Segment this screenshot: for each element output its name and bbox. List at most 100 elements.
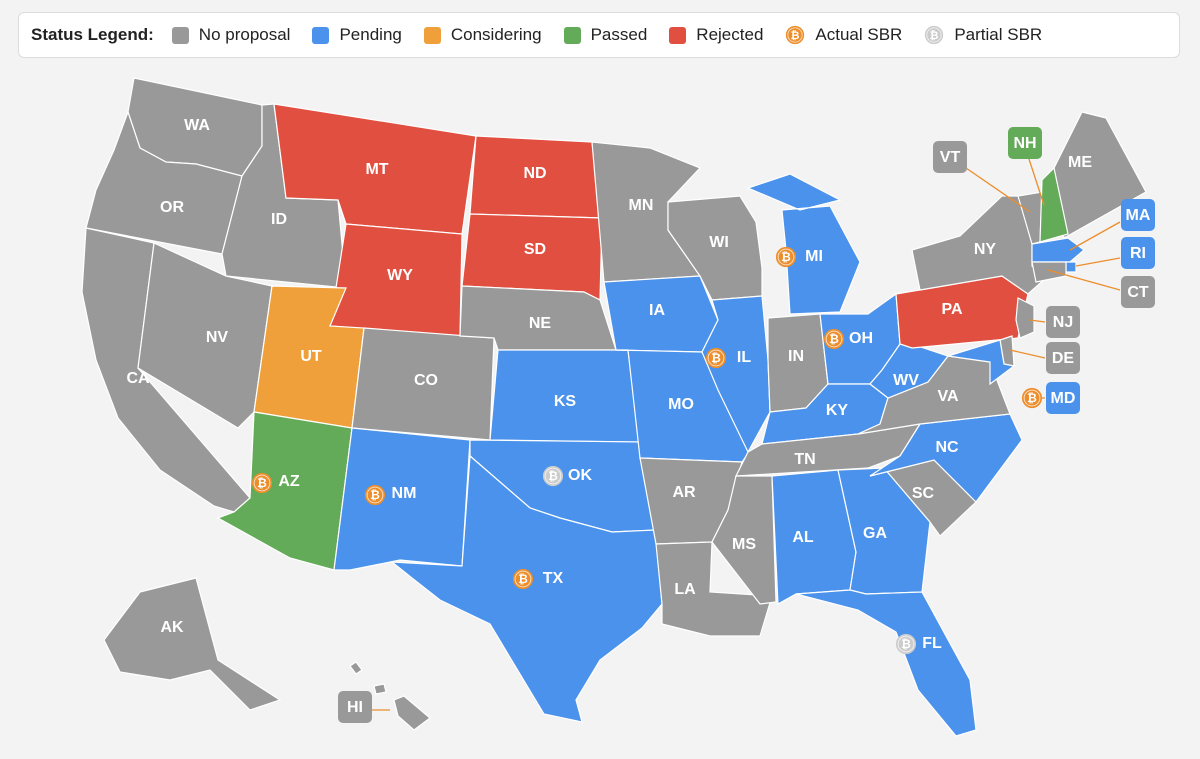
state-label-vt: VT [940, 149, 961, 166]
bitcoin-icon: ₿ [785, 25, 805, 45]
leader-line-ri [1075, 257, 1121, 267]
state-label-la: LA [674, 581, 696, 598]
state-label-ak: AK [160, 619, 184, 636]
legend-label: Rejected [696, 25, 764, 44]
legend-label: Considering [450, 25, 542, 44]
legend-item-partial: ₿ Partial SBR [924, 25, 1042, 45]
state-la[interactable] [655, 541, 773, 637]
legend-swatch-pending [312, 26, 330, 44]
state-label-wi: WI [709, 234, 729, 251]
state-label-de: DE [1052, 350, 1075, 367]
state-label-il: IL [737, 349, 751, 366]
callout-leaders [372, 155, 1121, 711]
svg-text:₿: ₿ [518, 572, 528, 586]
bitcoin-icon: ₿ [775, 246, 797, 268]
legend-label: Partial SBR [954, 25, 1043, 44]
state-label-or: OR [160, 199, 184, 216]
legend-title: Status Legend: [31, 25, 154, 44]
state-label-tx: TX [543, 570, 564, 587]
state-mi[interactable] [746, 173, 861, 315]
state-ma[interactable] [1031, 237, 1085, 263]
leader-line-nh [1027, 155, 1045, 206]
state-label-ms: MS [732, 536, 756, 553]
state-label-ma: MA [1126, 207, 1151, 224]
leader-line-vt [965, 167, 1031, 213]
leader-line-ct [1047, 269, 1121, 291]
leader-line-ma [1069, 221, 1121, 251]
svg-text:₿: ₿ [370, 488, 380, 502]
state-fl[interactable] [795, 589, 977, 737]
state-label-oh: OH [849, 330, 873, 347]
state-label-al: AL [792, 529, 814, 546]
state-label-ia: IA [649, 302, 665, 319]
state-md[interactable] [947, 339, 1016, 386]
bitcoin-icon: ₿ [542, 465, 564, 487]
state-label-nc: NC [935, 439, 959, 456]
state-label-az: AZ [278, 473, 300, 490]
state-label-wa: WA [184, 117, 210, 134]
legend-item-considering: Considering [423, 25, 542, 45]
state-label-tn: TN [794, 451, 815, 468]
state-label-ut: UT [300, 348, 322, 365]
state-tx[interactable] [390, 454, 663, 723]
state-nh[interactable] [1039, 166, 1069, 243]
state-nj[interactable] [1015, 297, 1035, 339]
bitcoin-icon: ₿ [251, 472, 273, 494]
state-callout-box-de[interactable] [1046, 342, 1080, 374]
state-callout-box-hi[interactable] [338, 691, 372, 723]
svg-text:₿: ₿ [791, 30, 800, 42]
bitcoin-icon: ₿ [823, 328, 845, 350]
legend-label: Pending [339, 25, 402, 44]
legend-items: No proposal Pending Considering Passed Rejec… [171, 25, 1064, 45]
state-callout-box-ma[interactable] [1121, 199, 1155, 231]
state-label-md: MD [1051, 390, 1076, 407]
state-label-ky: KY [826, 402, 849, 419]
legend-swatch-none [171, 26, 189, 44]
state-label-nv: NV [206, 329, 229, 346]
state-label-mt: MT [365, 161, 388, 178]
legend-item-rejected: Rejected [669, 25, 763, 45]
state-label-mi: MI [805, 248, 823, 265]
legend-label: No proposal [198, 25, 291, 44]
state-callout-box-ri[interactable] [1121, 237, 1155, 269]
legend-swatch-passed [563, 26, 581, 44]
state-ms[interactable] [711, 475, 777, 605]
state-label-wy: WY [387, 267, 413, 284]
state-ak[interactable] [103, 577, 282, 711]
state-label-ny: NY [974, 241, 997, 258]
state-label-mo: MO [668, 396, 694, 413]
state-label-nd: ND [523, 165, 546, 182]
legend-swatch-considering [423, 26, 441, 44]
state-hi[interactable] [349, 661, 431, 731]
state-label-mn: MN [629, 197, 654, 214]
state-label-ri: RI [1130, 245, 1146, 262]
state-callout-box-vt[interactable] [933, 141, 967, 173]
state-callout-box-md[interactable] [1046, 382, 1080, 414]
legend-item-passed: Passed [563, 25, 648, 45]
svg-text:₿: ₿ [901, 637, 911, 651]
leader-line-de [1009, 349, 1046, 359]
legend-label: Actual SBR [815, 25, 903, 44]
state-callout-box-nj[interactable] [1046, 306, 1080, 338]
bitcoin-icon: ₿ [1021, 387, 1043, 409]
svg-text:₿: ₿ [930, 30, 939, 42]
state-shapes [81, 77, 1147, 737]
state-callout-box-nh[interactable] [1008, 127, 1042, 159]
state-label-sc: SC [912, 485, 935, 502]
svg-text:₿: ₿ [781, 250, 791, 264]
state-label-va: VA [937, 388, 958, 405]
state-label-hi: HI [347, 699, 363, 716]
svg-text:₿: ₿ [257, 476, 267, 490]
state-label-ga: GA [863, 525, 887, 542]
state-ri[interactable] [1065, 261, 1077, 273]
state-ct[interactable] [1031, 261, 1067, 283]
state-label-ct: CT [1127, 284, 1149, 301]
state-label-ne: NE [529, 315, 552, 332]
legend-label: Passed [590, 25, 648, 44]
leader-line-nj [1029, 319, 1046, 323]
svg-text:₿: ₿ [711, 351, 721, 365]
legend-item-pending: Pending [312, 25, 402, 45]
state-label-me: ME [1068, 154, 1092, 171]
state-callout-box-ct[interactable] [1121, 276, 1155, 308]
